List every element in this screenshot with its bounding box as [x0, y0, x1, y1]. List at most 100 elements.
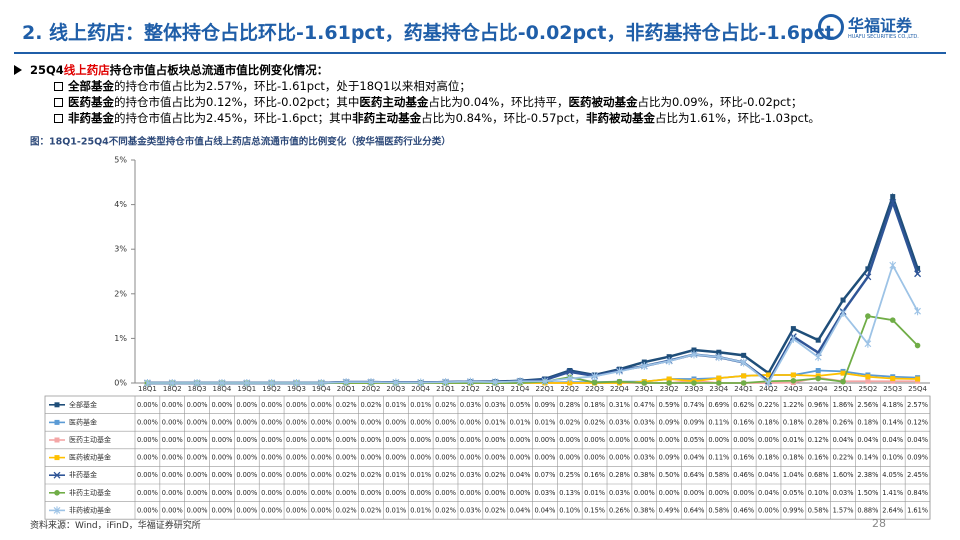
checkbox-icon — [54, 114, 63, 123]
table-cell: 0.02% — [336, 506, 357, 514]
table-cell: 0.02% — [485, 506, 506, 514]
point — [915, 265, 921, 271]
table-cell: 0.00% — [460, 436, 481, 444]
legend-label: 医药被动基金 — [69, 453, 111, 462]
table-cell: 0.00% — [261, 471, 282, 479]
logo: 华福证券 HUAFU SECURITIES CO.,LTD. — [818, 12, 948, 46]
table-cell: 0.99% — [783, 506, 804, 514]
table-cell: 0.00% — [261, 401, 282, 409]
point — [890, 378, 896, 384]
table-cell: 0.00% — [733, 489, 754, 497]
table-cell: 0.00% — [137, 418, 158, 426]
table-cell: 0.04% — [882, 436, 903, 444]
table-cell: 0.26% — [609, 506, 630, 514]
table-cell: 0.00% — [485, 454, 506, 462]
point — [641, 380, 648, 386]
legend-label: 医药基金 — [69, 417, 97, 426]
table-cell: 0.00% — [261, 454, 282, 462]
point — [790, 377, 797, 384]
point — [54, 437, 60, 443]
point — [839, 308, 847, 317]
checkbox-icon — [54, 82, 63, 91]
x-tick-label: 22Q2 — [560, 385, 579, 393]
table-cell: 0.14% — [882, 418, 903, 426]
bullet-text: 非药主动基金 — [352, 111, 422, 125]
table-cell: 4.05% — [882, 471, 903, 479]
table-cell: 0.04% — [510, 506, 531, 514]
x-tick-label: 23Q2 — [660, 385, 679, 393]
point — [790, 326, 796, 332]
table-cell: 0.00% — [510, 436, 531, 444]
table-cell: 0.00% — [659, 489, 680, 497]
x-tick-label: 25Q2 — [858, 385, 877, 393]
point — [467, 377, 474, 386]
point — [840, 370, 846, 376]
table-cell: 0.00% — [286, 471, 307, 479]
table-cell: 0.18% — [584, 401, 605, 409]
table-cell: 0.12% — [907, 418, 928, 426]
x-tick-label: 19Q4 — [312, 385, 331, 393]
point — [54, 455, 60, 461]
table-cell: 0.01% — [410, 471, 431, 479]
table-cell: 0.00% — [435, 418, 456, 426]
bullet-line: 25Q4线上药店持仓市值占板块总流通市值比例变化情况： — [14, 62, 820, 78]
point — [541, 377, 549, 386]
point — [417, 378, 425, 387]
point — [865, 313, 871, 319]
legend-label: 非药被动基金 — [69, 505, 111, 514]
table-cell: 0.03% — [460, 471, 481, 479]
x-tick-label: 21Q4 — [511, 385, 530, 393]
x-tick-label: 23Q4 — [709, 385, 728, 393]
point — [865, 266, 871, 272]
point — [889, 317, 896, 323]
point — [54, 419, 60, 425]
point — [392, 378, 400, 387]
table-cell: 0.28% — [609, 471, 630, 479]
series — [144, 192, 921, 386]
point — [616, 367, 623, 376]
table-cell: 0.00% — [336, 436, 357, 444]
table-cell: 0.26% — [833, 418, 854, 426]
bullet-text: 医药被动基金 — [568, 95, 638, 109]
table-cell: 0.01% — [385, 471, 406, 479]
table-cell: 0.00% — [187, 418, 208, 426]
table-cell: 0.00% — [385, 436, 406, 444]
table-cell: 0.28% — [559, 401, 580, 409]
table-cell: 0.01% — [534, 418, 555, 426]
legend-label: 医药主动基金 — [69, 435, 111, 444]
table-cell: 0.49% — [659, 506, 680, 514]
table-cell: 0.10% — [559, 506, 580, 514]
table-cell: 0.16% — [808, 454, 829, 462]
table-cell: 0.00% — [211, 489, 232, 497]
table-cell: 0.00% — [236, 489, 257, 497]
y-tick-label: 5% — [114, 156, 127, 165]
table-cell: 0.00% — [187, 436, 208, 444]
table-cell: 0.00% — [187, 506, 208, 514]
y-tick-label: 0% — [114, 379, 127, 388]
table-cell: 0.00% — [510, 454, 531, 462]
table-cell: 0.10% — [808, 489, 829, 497]
table-cell: 0.00% — [584, 454, 605, 462]
table-cell: 0.00% — [460, 418, 481, 426]
point — [890, 194, 896, 200]
x-tick-label: 18Q1 — [138, 385, 157, 393]
table-cell: 0.02% — [584, 418, 605, 426]
table-cell: 0.00% — [236, 401, 257, 409]
table-cell: 0.00% — [236, 506, 257, 514]
point — [567, 380, 573, 386]
x-tick-label: 19Q2 — [262, 385, 281, 393]
x-tick-label: 25Q1 — [834, 385, 853, 393]
bullet-text: 的持仓市值占比为2.57%，环比-1.61pct，处于18Q1以来相对高位； — [114, 79, 471, 93]
table-cell: 0.74% — [684, 401, 705, 409]
y-tick-label: 1% — [114, 334, 127, 343]
x-tick-label: 25Q3 — [883, 385, 902, 393]
table-cell: 0.02% — [485, 471, 506, 479]
table-cell: 0.00% — [361, 454, 382, 462]
table-cell: 0.00% — [236, 471, 257, 479]
table-cell: 0.00% — [684, 489, 705, 497]
table-cell: 0.00% — [261, 418, 282, 426]
point — [716, 349, 722, 355]
table-cell: 0.04% — [758, 489, 779, 497]
table-cell: 0.00% — [162, 436, 183, 444]
